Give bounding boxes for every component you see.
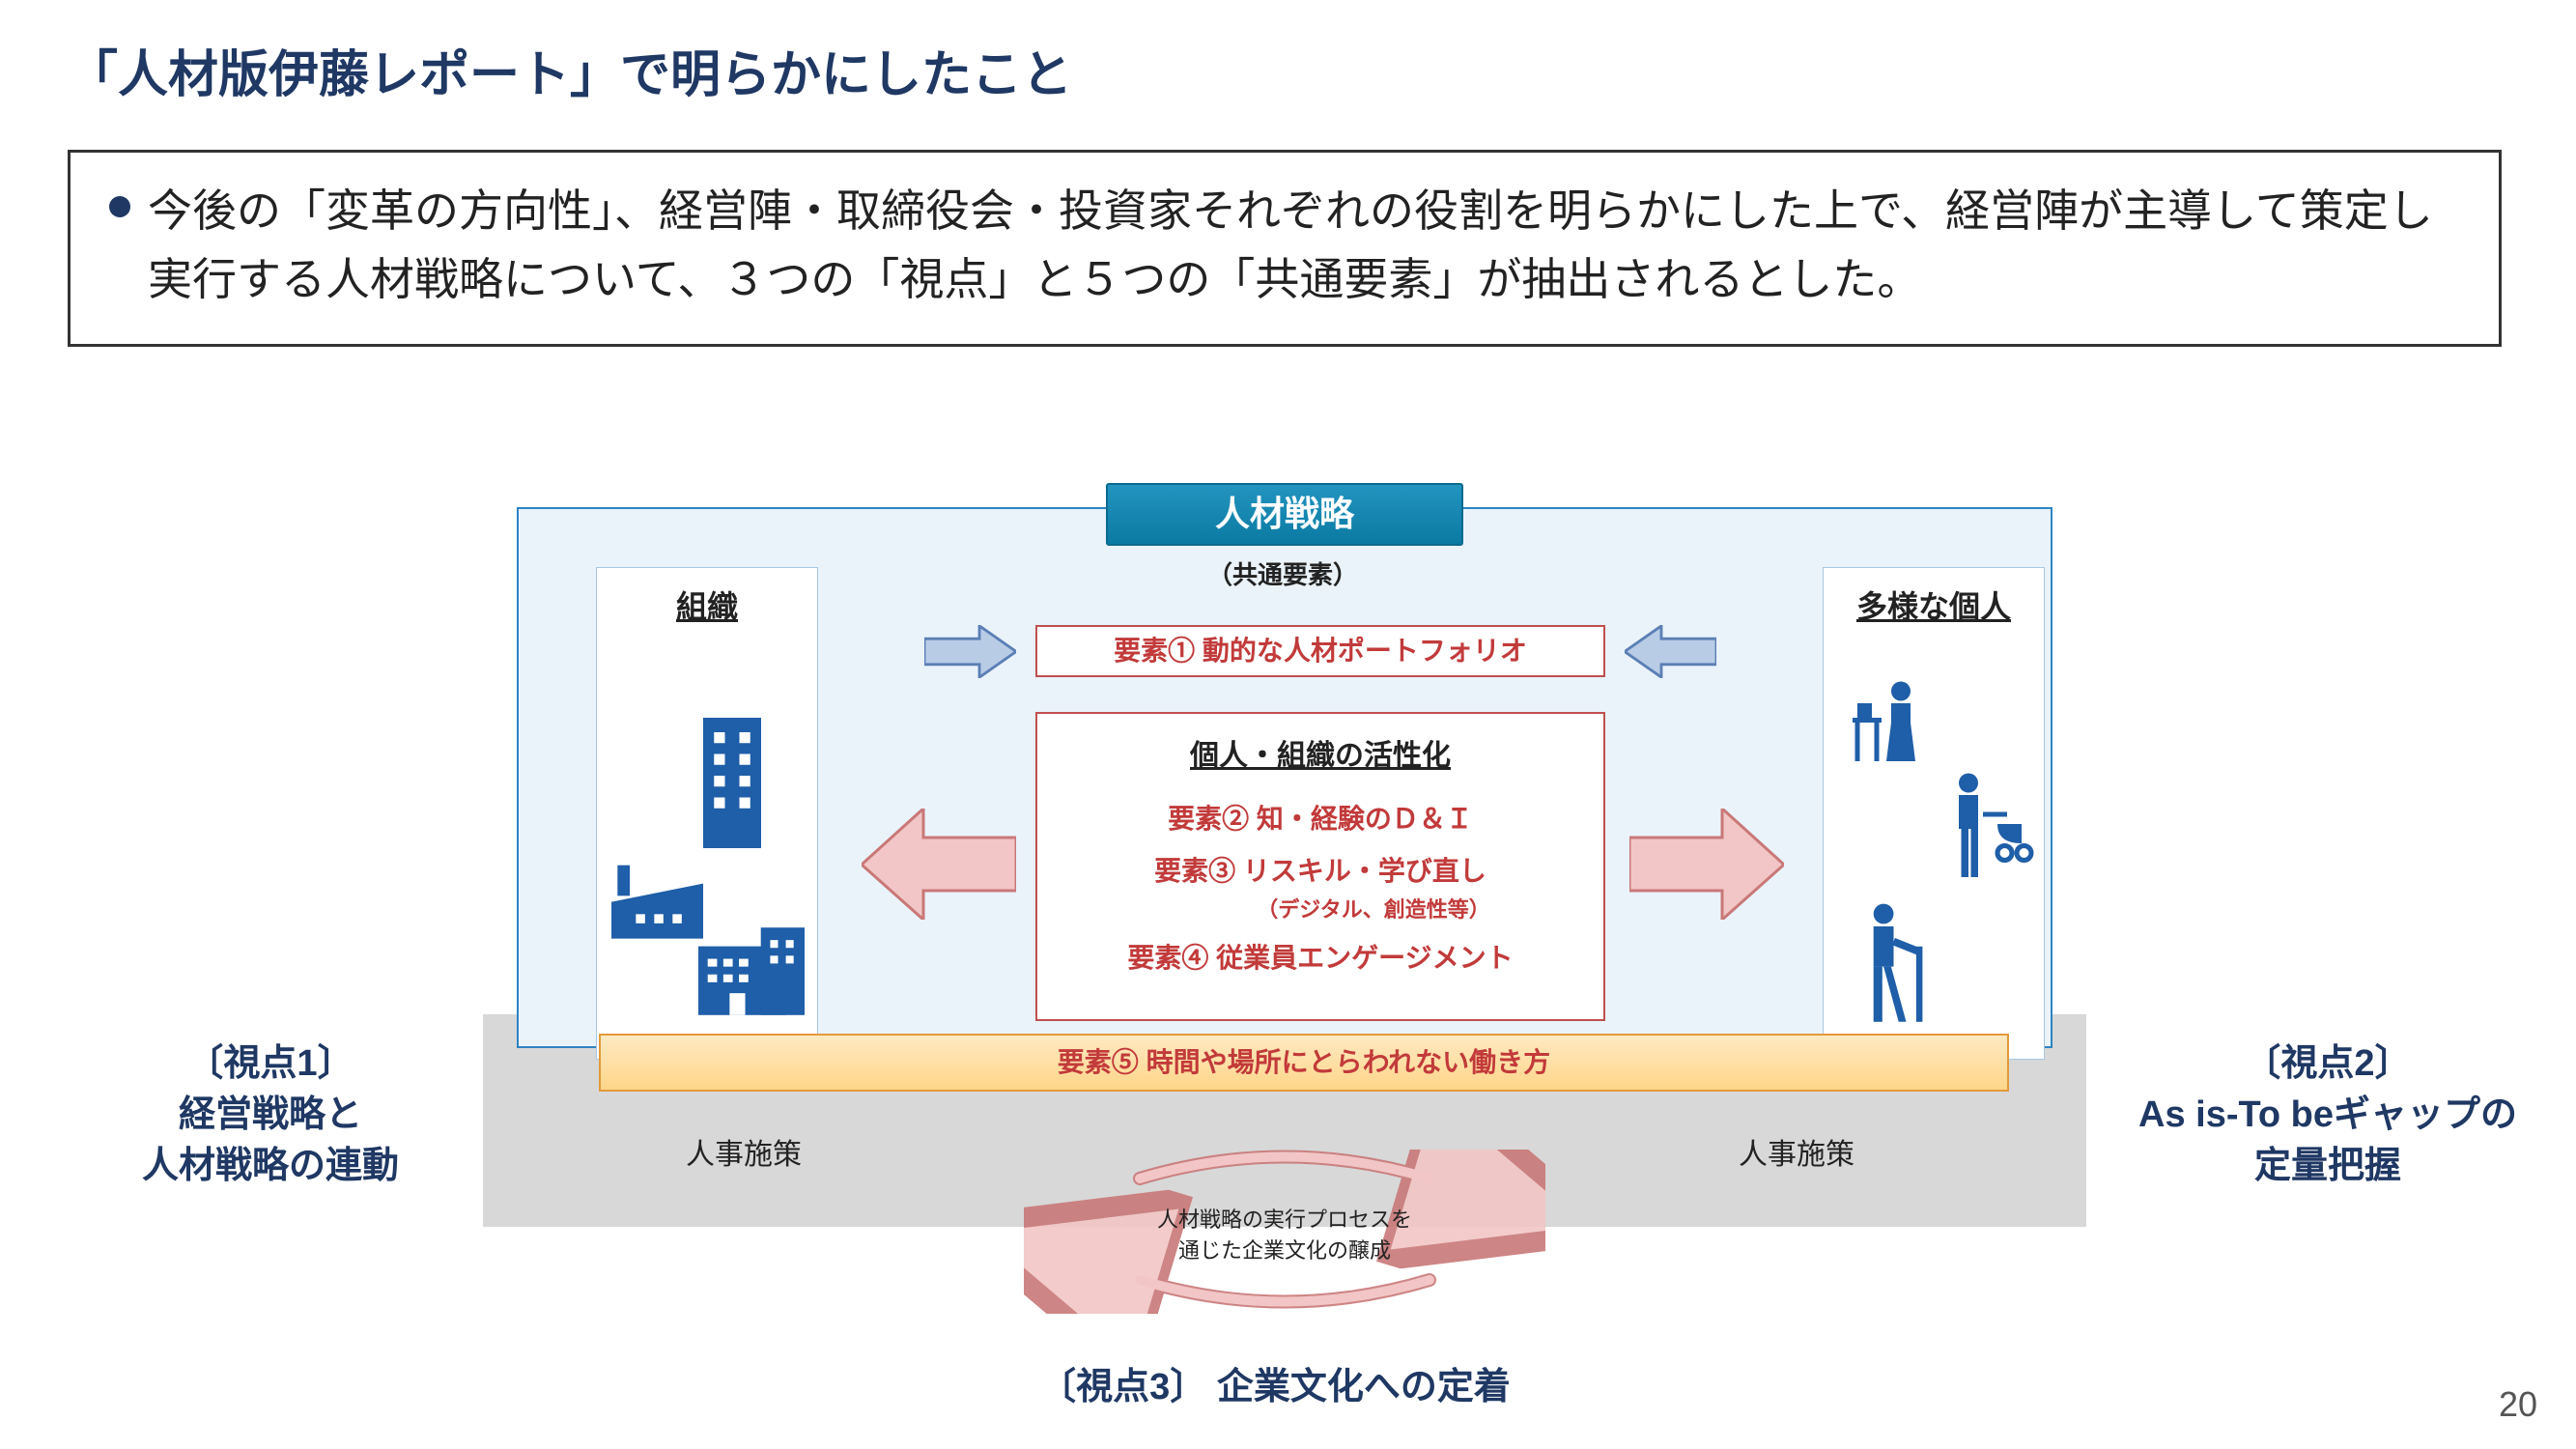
element-3: 要素③ リスキル・学び直し [1059, 850, 1582, 889]
viewpoint-3: 〔視点3〕 企業文化への定着 [840, 1362, 1710, 1413]
element-5-bar: 要素⑤ 時間や場所にとらわれない働き方 [599, 1034, 2009, 1092]
viewpoint-2-line1: As is-To beギャップの [2138, 1094, 2517, 1135]
person-desk-icon [1848, 674, 1944, 771]
factory-icon [611, 858, 703, 940]
viewpoint-1-head: 〔視点1〕 [186, 1043, 354, 1084]
viewpoint-1-line2: 人材戦略の連動 [142, 1146, 399, 1186]
cycle-text-line1: 人材戦略の実行プロセスを [1157, 1208, 1412, 1232]
activation-title: 個人・組織の活性化 [1059, 731, 1582, 774]
individual-icons [1824, 665, 2046, 1032]
strategy-tag: 人材戦略 [1106, 483, 1463, 546]
viewpoint-2-line2: 定量把握 [2254, 1146, 2401, 1186]
office-icon [698, 925, 805, 1017]
org-column-title: 組織 [597, 582, 817, 627]
summary-box: 今後の「変革の方向性」、経営陣・取締役会・投資家それぞれの役割を明らかにした上で… [68, 150, 2502, 347]
pink-arrow-left-icon [862, 809, 1016, 920]
element-2: 要素② 知・経験のＤ＆Ｉ [1059, 798, 1582, 837]
viewpoint-1: 〔視点1〕 経営戦略と 人材戦略の連動 [63, 1038, 478, 1193]
page-number: 20 [2499, 1384, 2537, 1425]
element-1-box: 要素① 動的な人材ポートフォリオ [1035, 625, 1605, 677]
cycle-text: 人材戦略の実行プロセスを 通じた企業文化の醸成 [1120, 1203, 1449, 1264]
cycle-wrap: 人材戦略の実行プロセスを 通じた企業文化の醸成 [1024, 1150, 1545, 1314]
viewpoint-2-head: 〔視点2〕 [2244, 1043, 2411, 1084]
individual-column: 多様な個人 [1823, 567, 2045, 1060]
cycle-text-line2: 通じた企業文化の醸成 [1178, 1238, 1391, 1263]
hr-policy-right: 人事施策 [1739, 1130, 1854, 1173]
org-icons [597, 684, 819, 1032]
activation-box: 個人・組織の活性化 要素② 知・経験のＤ＆Ｉ 要素③ リスキル・学び直し （デジ… [1035, 712, 1605, 1021]
summary-text: 今後の「変革の方向性」、経営陣・取締役会・投資家それぞれの役割を明らかにした上で… [148, 177, 2460, 315]
blue-arrow-left-icon [1625, 625, 1716, 678]
bullet-icon [109, 196, 130, 217]
element-4: 要素④ 従業員エンゲージメント [1059, 937, 1582, 976]
individual-column-title: 多様な個人 [1824, 582, 2044, 627]
diagram-area: 人事施策 人事施策 組織 [483, 473, 2086, 1391]
org-column: 組織 [596, 567, 818, 1060]
viewpoint-2: 〔視点2〕 As is-To beギャップの 定量把握 [2096, 1038, 2560, 1193]
viewpoint-1-line1: 経営戦略と [179, 1094, 362, 1135]
building-icon [689, 703, 776, 848]
person-cane-icon [1848, 901, 1939, 1027]
hr-policy-left: 人事施策 [686, 1130, 802, 1173]
slide-title: 「人材版伊藤レポート」で明らかにしたこと [68, 34, 1072, 106]
element-3-sub: （デジタル、創造性等） [1059, 893, 1582, 923]
common-sub: （共通要素） [1207, 555, 1358, 591]
pink-arrow-right-icon [1629, 809, 1784, 920]
blue-arrow-right-icon [924, 625, 1016, 678]
person-stroller-icon [1939, 771, 2036, 882]
